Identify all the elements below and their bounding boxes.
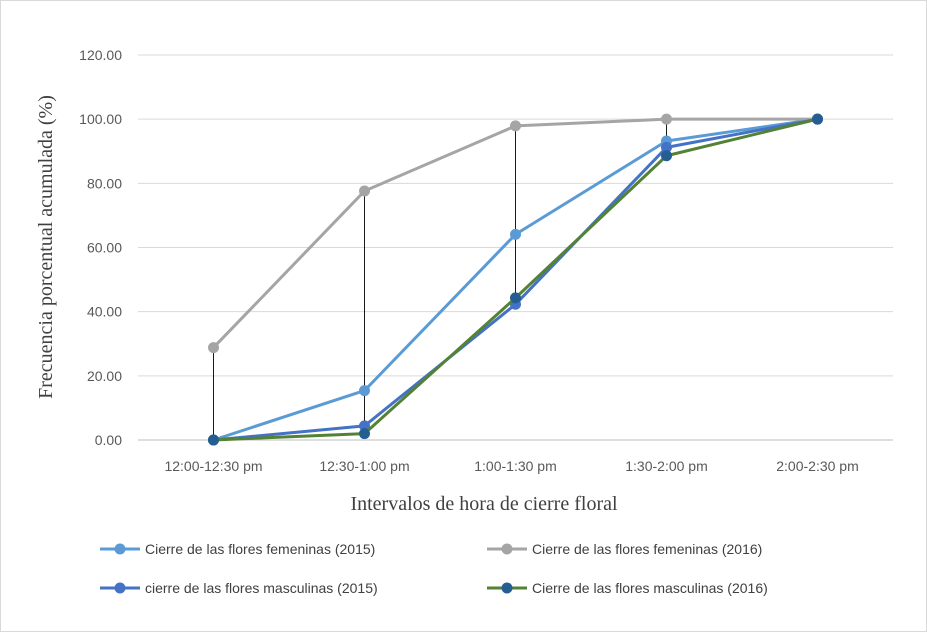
legend-label: cierre de las flores masculinas (2015) xyxy=(145,580,378,596)
y-tick-label: 80.00 xyxy=(87,175,122,191)
legend-label: Cierre de las flores femeninas (2016) xyxy=(532,541,762,557)
legend: Cierre de las flores femeninas (2015) Cie… xyxy=(100,541,768,596)
x-tick-label: 1:00-1:30 pm xyxy=(474,458,557,474)
data-point xyxy=(510,292,521,304)
data-point xyxy=(812,113,823,125)
legend-item: Cierre de las flores femeninas (2015) xyxy=(100,541,375,557)
data-point xyxy=(359,428,370,440)
data-point xyxy=(661,113,672,125)
data-point xyxy=(208,434,219,446)
y-tick-label: 40.00 xyxy=(87,304,122,320)
y-tick-label: 60.00 xyxy=(87,240,122,256)
legend-swatch-marker xyxy=(501,543,513,555)
series-4 xyxy=(208,113,823,446)
high-low-lines xyxy=(213,119,667,440)
data-point xyxy=(359,385,370,397)
x-tick-label: 12:30-1:00 pm xyxy=(319,458,409,474)
x-tick-label: 12:00-12:30 pm xyxy=(164,458,262,474)
y-tick-label: 0.00 xyxy=(95,432,122,448)
legend-swatch-marker xyxy=(114,543,126,555)
x-tick-labels: 12:00-12:30 pm 12:30-1:00 pm 1:00-1:30 pm 1… xyxy=(164,458,858,474)
legend-item: Cierre de las flores femeninas (2016) xyxy=(487,541,762,557)
data-point xyxy=(661,150,672,162)
y-tick-label: 120.00 xyxy=(79,47,122,63)
legend-item: Cierre de las flores masculinas (2016) xyxy=(487,580,768,596)
data-point xyxy=(208,342,219,354)
x-axis-title: Intervalos de hora de cierre floral xyxy=(350,493,618,515)
data-point xyxy=(510,120,521,132)
data-point xyxy=(661,141,672,153)
y-tick-labels: 0.00 20.00 40.00 60.00 80.00 100.00 120.00 xyxy=(79,47,122,448)
y-tick-label: 20.00 xyxy=(87,368,122,384)
legend-item: cierre de las flores masculinas (2015) xyxy=(100,580,378,596)
legend-label: Cierre de las flores femeninas (2015) xyxy=(145,541,375,557)
legend-label: Cierre de las flores masculinas (2016) xyxy=(532,580,768,596)
legend-swatch-marker xyxy=(501,582,513,594)
data-point xyxy=(510,228,521,240)
series-lines xyxy=(208,113,823,446)
legend-swatch-marker xyxy=(114,582,126,594)
data-point xyxy=(359,185,370,197)
data-point xyxy=(359,420,370,432)
x-tick-label: 2:00-2:30 pm xyxy=(776,458,859,474)
y-axis-title: Frecuencia porcentual acumulada (%) xyxy=(35,95,57,399)
y-tick-label: 100.00 xyxy=(79,111,122,127)
x-tick-label: 1:30-2:00 pm xyxy=(625,458,708,474)
